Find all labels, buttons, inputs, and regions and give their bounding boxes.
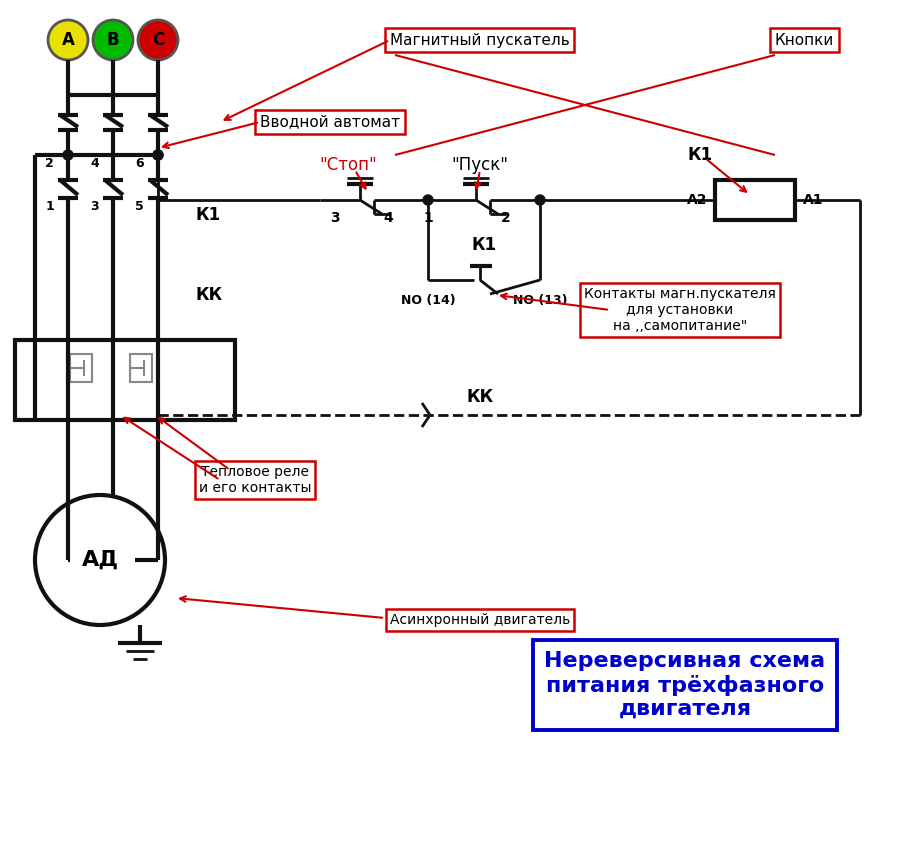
Bar [130,354,152,382]
Text: К1: К1 [195,206,220,224]
Text: Вводной автомат: Вводной автомат [260,114,400,129]
Text: 1: 1 [46,199,54,212]
Circle shape [138,20,178,60]
Text: A2: A2 [686,193,707,207]
Text: 5: 5 [136,199,144,212]
Circle shape [153,150,163,160]
Text: 2: 2 [501,211,511,225]
Circle shape [48,20,88,60]
Text: Контакты магн.пускателя
для установки
на ,,самопитание": Контакты магн.пускателя для установки на… [584,287,776,333]
Text: Тепловое реле
и его контакты: Тепловое реле и его контакты [198,465,311,495]
Circle shape [153,150,163,160]
Circle shape [93,20,133,60]
Text: АД: АД [81,550,118,570]
Text: Нереверсивная схема
питания трёхфазного
двигателя: Нереверсивная схема питания трёхфазного … [544,651,825,719]
Text: NO (13): NO (13) [512,294,567,307]
Bar [15,340,235,420]
Text: 3: 3 [330,211,339,225]
Text: КК: КК [195,286,222,304]
Circle shape [423,195,433,205]
Bar [715,180,795,220]
Text: КК: КК [467,388,493,406]
Text: К1: К1 [687,146,713,164]
Bar [70,354,92,382]
Circle shape [35,495,165,625]
Text: "Пуск": "Пуск" [451,156,509,174]
Text: B: B [106,31,119,49]
Text: 4: 4 [383,211,393,225]
Text: 3: 3 [90,199,99,212]
Text: 4: 4 [90,157,99,170]
Text: A1: A1 [803,193,824,207]
Text: C: C [152,31,164,49]
Text: 2: 2 [46,157,54,170]
Text: К1: К1 [471,236,497,254]
Text: 1: 1 [423,211,433,225]
Text: "Стоп": "Стоп" [319,156,377,174]
Circle shape [63,150,73,160]
Circle shape [535,195,545,205]
Text: 6: 6 [136,157,144,170]
Text: NO (14): NO (14) [400,294,455,307]
Text: Кнопки: Кнопки [775,32,834,48]
Text: Магнитный пускатель: Магнитный пускатель [390,32,570,48]
Text: A: A [62,31,75,49]
Text: Асинхронный двигатель: Асинхронный двигатель [390,613,571,627]
